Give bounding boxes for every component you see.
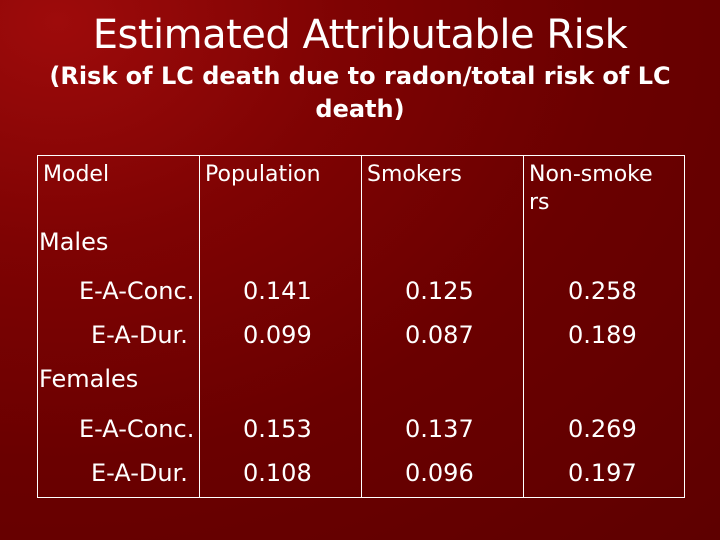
slide-title: Estimated Attributable Risk (92, 12, 628, 58)
cell-population: 0.099 (243, 321, 312, 349)
group-label-males: Males (39, 228, 109, 256)
row-model: E-A-Dur. (91, 321, 188, 349)
cell-nonsmokers: 0.197 (568, 459, 637, 487)
group-label-females: Females (39, 365, 139, 393)
column-divider (361, 155, 362, 498)
risk-table: Model Population Smokers Non-smokers Mal… (37, 155, 685, 498)
cell-smokers: 0.096 (405, 459, 474, 487)
table-border-bottom (37, 497, 685, 498)
cell-smokers: 0.087 (405, 321, 474, 349)
header-smokers: Smokers (367, 162, 462, 187)
header-model: Model (43, 162, 110, 187)
header-population: Population (205, 162, 321, 187)
table-border-left (37, 155, 38, 498)
column-divider (523, 155, 524, 498)
row-model: E-A-Conc. (79, 415, 195, 443)
cell-smokers: 0.125 (405, 277, 474, 305)
row-model: E-A-Dur. (91, 459, 188, 487)
cell-nonsmokers: 0.258 (568, 277, 637, 305)
cell-population: 0.108 (243, 459, 312, 487)
row-model: E-A-Conc. (79, 277, 195, 305)
table-border-right (684, 155, 685, 498)
cell-nonsmokers: 0.189 (568, 321, 637, 349)
cell-population: 0.141 (243, 277, 312, 305)
cell-nonsmokers: 0.269 (568, 415, 637, 443)
header-nonsmokers: Non-smokers (529, 162, 653, 215)
table-border-top (37, 155, 685, 156)
column-divider (199, 155, 200, 498)
slide-subtitle: (Risk of LC death due to radon/total ris… (49, 62, 671, 123)
cell-population: 0.153 (243, 415, 312, 443)
cell-smokers: 0.137 (405, 415, 474, 443)
